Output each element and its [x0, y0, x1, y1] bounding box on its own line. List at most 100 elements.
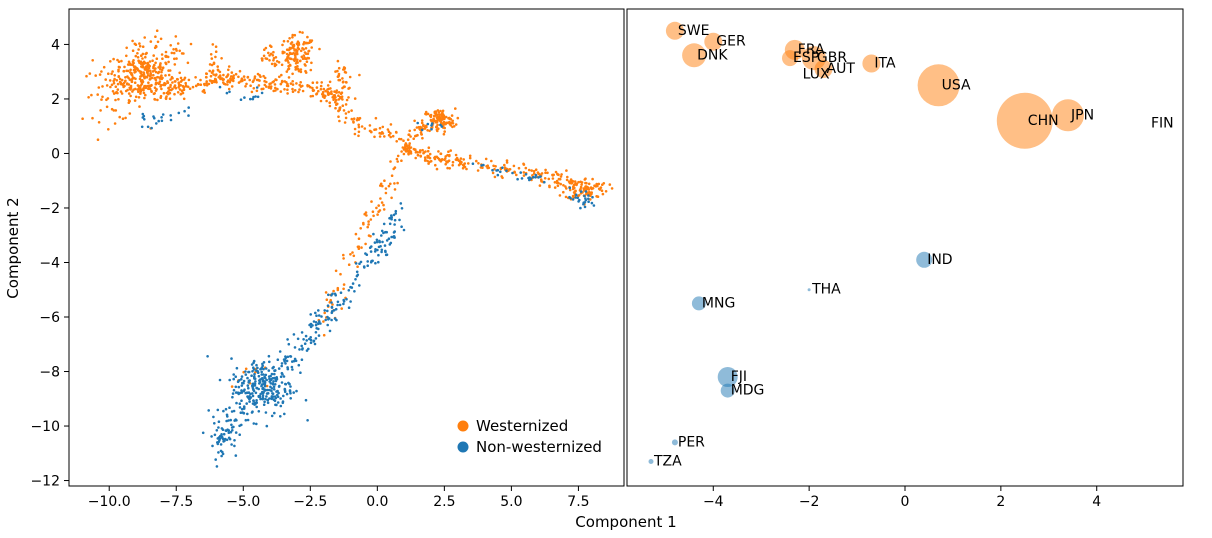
scatter-point-westernized [598, 188, 602, 191]
scatter-point-non-westernized [246, 376, 249, 380]
scatter-point-non-westernized [272, 398, 276, 402]
scatter-point-westernized [334, 98, 338, 102]
scatter-point-non-westernized [217, 451, 220, 454]
scatter-point-non-westernized [287, 342, 291, 346]
scatter-point-non-westernized [238, 433, 241, 437]
scatter-point-westernized [337, 94, 340, 97]
scatter-point-westernized [448, 167, 452, 170]
scatter-point-westernized [447, 150, 450, 153]
scatter-point-non-westernized [237, 385, 241, 389]
scatter-point-westernized [352, 120, 355, 123]
scatter-point-westernized [328, 104, 332, 108]
scatter-point-westernized [447, 159, 451, 162]
scatter-point-westernized [179, 76, 183, 80]
scatter-point-westernized [285, 84, 289, 88]
scatter-point-westernized [571, 185, 575, 189]
scatter-point-non-westernized [238, 406, 242, 409]
scatter-point-westernized [322, 320, 325, 323]
scatter-point-westernized [154, 78, 158, 82]
scatter-point-non-westernized [358, 262, 361, 266]
scatter-point-non-westernized [253, 375, 256, 378]
y-tick-label: 4 [51, 37, 60, 53]
scatter-point-non-westernized [377, 245, 381, 249]
scatter-point-westernized [232, 74, 235, 77]
scatter-point-non-westernized [222, 409, 225, 413]
scatter-point-westernized [291, 36, 294, 39]
scatter-point-non-westernized [240, 399, 243, 403]
scatter-point-westernized [188, 87, 192, 90]
scatter-point-non-westernized [252, 389, 256, 393]
scatter-point-westernized [574, 182, 577, 185]
scatter-point-westernized [222, 81, 225, 84]
scatter-point-westernized [387, 133, 391, 137]
scatter-point-westernized [152, 73, 155, 77]
scatter-point-westernized [378, 126, 382, 130]
scatter-point-non-westernized [279, 375, 283, 379]
scatter-point-westernized [151, 59, 154, 62]
scatter-point-non-westernized [251, 382, 254, 386]
scatter-point-westernized [341, 104, 345, 107]
scatter-point-westernized [291, 83, 295, 86]
country-label-mng: MNG [702, 295, 735, 311]
scatter-point-non-westernized [269, 385, 272, 389]
scatter-point-westernized [161, 66, 165, 69]
scatter-point-non-westernized [330, 318, 333, 322]
scatter-point-westernized [163, 81, 166, 85]
scatter-point-non-westernized [212, 415, 215, 419]
scatter-point-non-westernized [236, 380, 240, 384]
scatter-point-westernized [327, 87, 331, 91]
scatter-point-non-westernized [252, 422, 256, 425]
scatter-point-non-westernized [516, 177, 519, 181]
scatter-point-westernized [285, 81, 288, 84]
scatter-point-westernized [107, 128, 110, 131]
bubble-ger [704, 32, 723, 51]
legend-label-non-westernized: Non-westernized [476, 438, 602, 456]
scatter-point-non-westernized [524, 173, 528, 176]
scatter-point-westernized [345, 98, 349, 102]
scatter-point-westernized [425, 113, 428, 116]
scatter-point-westernized [281, 43, 284, 47]
scatter-point-westernized [357, 125, 361, 129]
scatter-point-non-westernized [244, 373, 248, 376]
scatter-point-non-westernized [265, 395, 268, 398]
scatter-point-westernized [173, 57, 176, 61]
scatter-point-non-westernized [220, 433, 223, 436]
scatter-point-westernized [100, 70, 103, 73]
scatter-point-westernized [286, 55, 290, 59]
scatter-point-non-westernized [169, 114, 172, 117]
scatter-point-non-westernized [394, 209, 398, 213]
scatter-point-westernized [356, 245, 360, 249]
scatter-point-westernized [132, 68, 136, 72]
scatter-point-westernized [205, 80, 208, 83]
scatter-point-westernized [407, 151, 410, 155]
scatter-point-non-westernized [251, 385, 254, 389]
scatter-point-westernized [396, 181, 399, 185]
scatter-point-westernized [440, 114, 444, 118]
scatter-point-non-westernized [354, 262, 358, 265]
scatter-point-westernized [408, 129, 412, 133]
scatter-point-non-westernized [160, 119, 164, 123]
scatter-point-westernized [152, 54, 155, 57]
scatter-point-westernized [368, 124, 372, 127]
scatter-point-non-westernized [228, 90, 231, 94]
scatter-point-westernized [440, 158, 444, 161]
scatter-point-westernized [462, 158, 466, 161]
scatter-point-westernized [299, 70, 303, 74]
scatter-point-non-westernized [388, 217, 391, 220]
scatter-point-westernized [117, 65, 121, 69]
scatter-point-westernized [270, 45, 273, 48]
scatter-point-westernized [602, 182, 606, 185]
scatter-point-westernized [291, 80, 295, 83]
scatter-point-non-westernized [293, 346, 297, 349]
scatter-point-westernized [589, 198, 592, 201]
scatter-point-non-westernized [258, 380, 262, 384]
scatter-point-westernized [337, 109, 340, 113]
scatter-point-westernized [450, 114, 454, 117]
scatter-point-westernized [532, 169, 536, 173]
scatter-point-westernized [259, 75, 262, 78]
scatter-point-westernized [334, 106, 337, 110]
scatter-point-westernized [160, 53, 164, 56]
scatter-point-non-westernized [306, 419, 309, 422]
scatter-point-westernized [322, 87, 326, 91]
scatter-point-westernized [544, 171, 547, 174]
